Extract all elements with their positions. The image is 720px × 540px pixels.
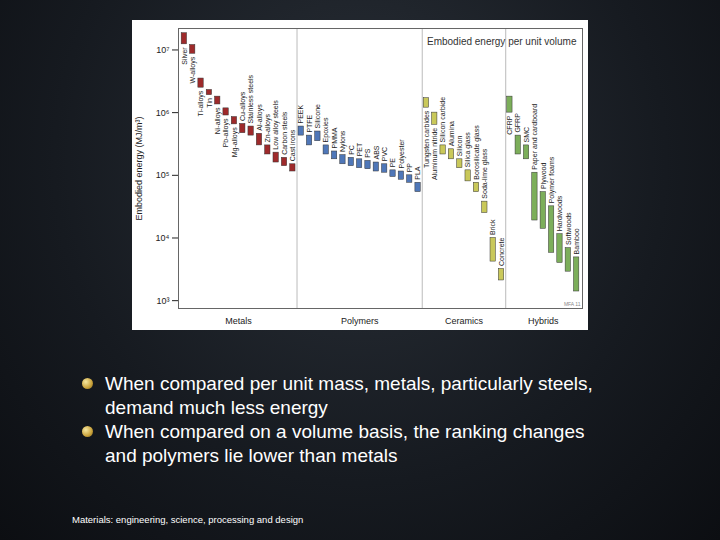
svg-text:Pb-alloys: Pb-alloys [222, 118, 230, 147]
svg-text:Embodied energy (MJ/m³): Embodied energy (MJ/m³) [134, 116, 144, 220]
svg-text:PTFE: PTFE [306, 114, 313, 132]
svg-text:PMMA: PMMA [331, 127, 338, 148]
svg-text:PC: PC [348, 145, 355, 155]
svg-text:Silica glass: Silica glass [464, 132, 472, 168]
svg-text:Silicon: Silicon [456, 136, 463, 157]
svg-text:PS: PS [364, 148, 371, 158]
svg-text:Plywood: Plywood [540, 163, 548, 190]
svg-text:Stainless steels: Stainless steels [247, 74, 254, 123]
svg-text:Ti-alloys: Ti-alloys [197, 90, 205, 116]
svg-text:10⁷: 10⁷ [156, 45, 169, 55]
svg-text:Zn-alloys: Zn-alloys [264, 114, 272, 143]
svg-text:Epoxies: Epoxies [322, 117, 330, 142]
html-text:Materials: engineering, scienc: Materials: engineering, science, process… [72, 514, 304, 525]
svg-text:CFRP: CFRP [506, 115, 513, 134]
svg-text:Ni-alloys: Ni-alloys [214, 107, 222, 134]
svg-text:Metals: Metals [225, 316, 252, 326]
html-text:When compared on a volume basi: When compared on a volume basis, the ran… [105, 421, 585, 466]
svg-text:Polyester: Polyester [398, 139, 406, 169]
svg-text:Brick: Brick [489, 219, 496, 235]
svg-text:Borosilicate glass: Borosilicate glass [473, 125, 481, 180]
svg-text:PEEK: PEEK [297, 105, 304, 124]
svg-text:Mg-alloys: Mg-alloys [231, 127, 239, 157]
svg-text:PLA: PLA [414, 166, 421, 180]
svg-text:Paper and cardboard: Paper and cardboard [531, 104, 539, 170]
svg-text:Softwoods: Softwoods [565, 212, 572, 245]
svg-text:Silver: Silver [181, 47, 188, 65]
svg-text:ABS: ABS [373, 145, 380, 159]
svg-text:Tin: Tin [206, 98, 213, 108]
svg-text:Polymer foams: Polymer foams [548, 156, 556, 203]
svg-text:PET: PET [356, 142, 363, 156]
svg-text:Nylons: Nylons [339, 130, 347, 152]
svg-text:Cast irons: Cast irons [289, 129, 296, 161]
svg-text:SMC: SMC [523, 127, 530, 143]
svg-text:Embodied energy per unit volum: Embodied energy per unit volume [427, 36, 577, 47]
svg-text:Alumina: Alumina [448, 121, 455, 146]
svg-text:Tungsten carbides: Tungsten carbides [423, 110, 431, 168]
svg-text:Polymers: Polymers [341, 316, 379, 326]
svg-text:10⁴: 10⁴ [156, 233, 170, 243]
svg-text:Carbon steels: Carbon steels [281, 111, 288, 155]
svg-text:Hybrids: Hybrids [528, 316, 559, 326]
svg-text:Silicone: Silicone [314, 104, 321, 129]
svg-text:10⁶: 10⁶ [156, 108, 170, 118]
svg-text:Hardwoods: Hardwoods [556, 195, 563, 231]
svg-text:Cu-alloys: Cu-alloys [239, 91, 247, 121]
svg-text:PP: PP [406, 163, 413, 173]
svg-text:Ceramics: Ceramics [445, 316, 484, 326]
svg-text:Low alloy steels: Low alloy steels [272, 100, 280, 150]
svg-text:W-alloys: W-alloys [189, 56, 197, 83]
svg-text:PVC: PVC [381, 147, 388, 161]
svg-text:Silicon carbide: Silicon carbide [439, 97, 446, 143]
svg-text:MFA 11: MFA 11 [564, 301, 581, 307]
html-text:When compared per unit mass, m: When compared per unit mass, metals, par… [105, 373, 593, 418]
svg-text:Concrete: Concrete [498, 237, 505, 266]
svg-text:PE: PE [389, 158, 396, 168]
svg-text:10³: 10³ [156, 296, 169, 306]
svg-text:Soda-lime glass: Soda-lime glass [481, 148, 489, 198]
svg-text:10⁵: 10⁵ [156, 170, 170, 180]
svg-text:Al-alloys: Al-alloys [256, 104, 264, 131]
svg-text:GFRP: GFRP [514, 113, 521, 133]
svg-text:Bamboo: Bamboo [573, 228, 580, 254]
svg-text:Aluminum nitride: Aluminum nitride [431, 128, 438, 180]
